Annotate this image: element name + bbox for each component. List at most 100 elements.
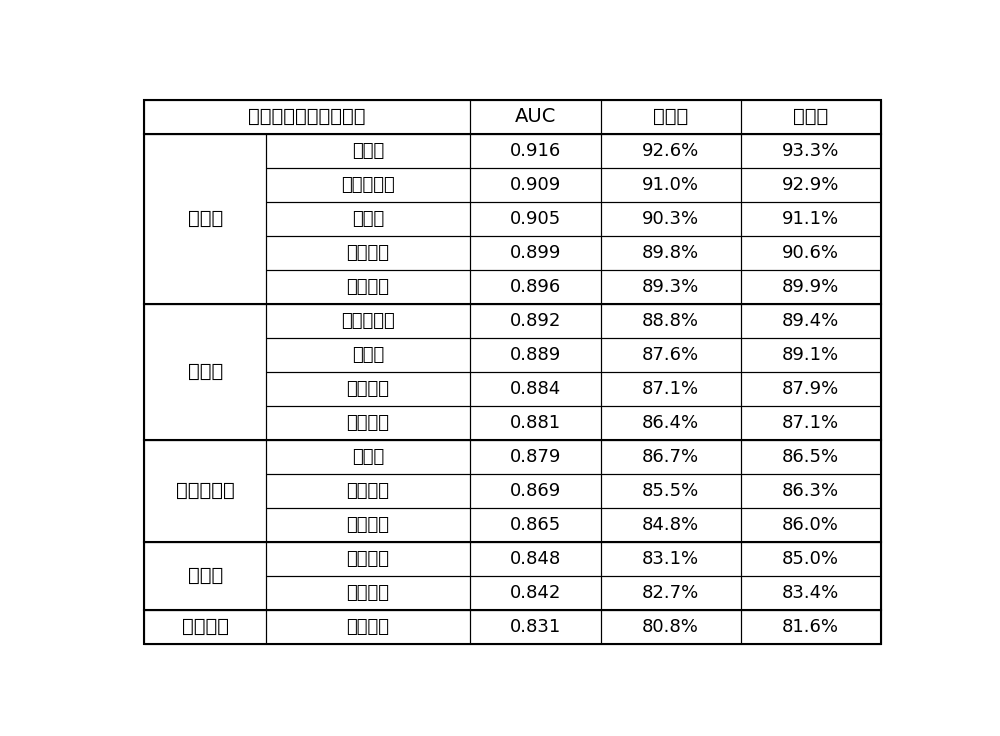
Text: 柠苹酸: 柠苹酸 [188,566,223,585]
Text: 十五烷酸: 十五烷酸 [346,414,389,432]
Bar [266,236,470,269]
Bar [470,542,601,576]
Text: 86.7%: 86.7% [642,447,699,466]
Text: 0.881: 0.881 [510,414,561,432]
Text: 甲硫氨酸: 甲硫氨酸 [346,244,389,262]
Text: 0.842: 0.842 [509,584,561,602]
Bar [601,439,741,474]
Text: 花生四烯酸: 花生四烯酸 [341,311,395,330]
Text: 特异性: 特异性 [793,107,828,126]
Text: 十五烷酸: 十五烷酸 [346,277,389,296]
Bar [470,474,601,508]
Bar [741,372,881,406]
Text: 89.1%: 89.1% [782,346,839,364]
Bar [601,304,741,338]
Text: 花生四烯酸: 花生四烯酸 [341,176,395,194]
Text: 灵敏度: 灵敏度 [653,107,688,126]
Text: 81.6%: 81.6% [782,618,839,636]
Text: 0.879: 0.879 [509,447,561,466]
Bar [266,508,470,542]
Text: 84.8%: 84.8% [642,516,699,534]
Bar [470,609,601,644]
Text: 92.9%: 92.9% [782,176,839,194]
Bar [470,576,601,609]
Text: 0.896: 0.896 [509,277,561,296]
Text: 0.889: 0.889 [509,346,561,364]
Text: 甲硫氨酸: 甲硫氨酸 [346,550,389,567]
Text: 86.3%: 86.3% [782,481,839,500]
Bar [741,474,881,508]
Bar [741,576,881,609]
Text: 90.6%: 90.6% [782,244,839,262]
Text: 十五烷酸: 十五烷酸 [346,516,389,534]
Bar [266,134,470,168]
Text: 89.3%: 89.3% [642,277,699,296]
Bar [601,576,741,609]
Bar [470,202,601,236]
Bar [741,269,881,304]
Bar [741,134,881,168]
Text: 十五烷酸: 十五烷酸 [346,618,389,636]
Text: 91.1%: 91.1% [782,210,839,227]
Text: 83.1%: 83.1% [642,550,699,567]
Bar [601,202,741,236]
Text: 92.6%: 92.6% [642,141,699,160]
Text: 0.865: 0.865 [509,516,561,534]
Bar [266,202,470,236]
Text: 82.7%: 82.7% [642,584,699,602]
Text: 89.8%: 89.8% [642,244,699,262]
Bar [741,168,881,202]
Bar [601,134,741,168]
Text: 甲硫氨酸: 甲硫氨酸 [346,380,389,397]
Bar [266,269,470,304]
Text: AUC: AUC [514,107,556,126]
Text: 0.831: 0.831 [509,618,561,636]
Text: 柠苹酸: 柠苹酸 [352,447,384,466]
Text: 0.884: 0.884 [509,380,561,397]
Text: 0.892: 0.892 [509,311,561,330]
Text: 87.1%: 87.1% [782,414,839,432]
Text: 0.848: 0.848 [509,550,561,567]
Text: 苹果酸: 苹果酸 [188,209,223,228]
Text: 83.4%: 83.4% [782,584,839,602]
Text: 85.0%: 85.0% [782,550,839,567]
Bar [470,99,601,134]
Text: 87.6%: 87.6% [642,346,699,364]
Bar [266,542,470,576]
Bar [601,372,741,406]
Bar [266,576,470,609]
Text: 甲硫氨酸: 甲硫氨酸 [346,481,389,500]
Text: 牛磺酸: 牛磺酸 [188,362,223,381]
Text: 0.905: 0.905 [509,210,561,227]
Bar [741,609,881,644]
Text: 80.8%: 80.8% [642,618,699,636]
Bar [601,269,741,304]
Text: 柠苹酸: 柠苹酸 [352,346,384,364]
Text: 0.869: 0.869 [509,481,561,500]
Bar [144,609,266,644]
Bar [601,99,741,134]
Bar [601,609,741,644]
Bar [470,439,601,474]
Text: 93.3%: 93.3% [782,141,839,160]
Bar [741,439,881,474]
Bar [266,439,470,474]
Bar [144,542,266,609]
Bar [601,508,741,542]
Bar [601,474,741,508]
Bar [266,304,470,338]
Bar [741,406,881,439]
Bar [266,372,470,406]
Text: 牛磺酸: 牛磺酸 [352,141,384,160]
Text: 0.899: 0.899 [509,244,561,262]
Text: 89.9%: 89.9% [782,277,839,296]
Text: 0.909: 0.909 [509,176,561,194]
Bar [601,338,741,372]
Text: 甲硫氨酸: 甲硫氨酸 [182,618,229,636]
Text: 86.0%: 86.0% [782,516,839,534]
Bar [144,439,266,542]
Bar [601,406,741,439]
Text: 89.4%: 89.4% [782,311,839,330]
Bar [601,168,741,202]
Bar [470,338,601,372]
